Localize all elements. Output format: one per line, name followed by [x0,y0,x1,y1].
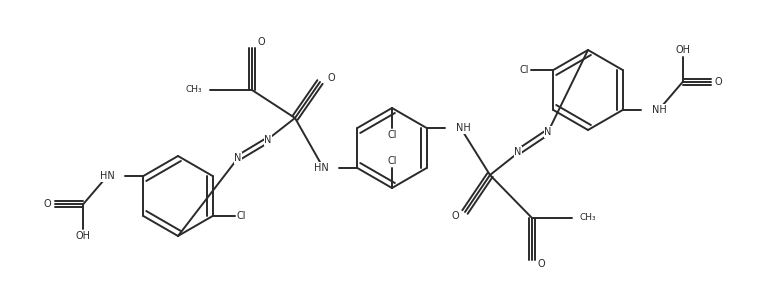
Text: NH: NH [456,123,470,133]
Text: O: O [452,211,459,221]
Text: Cl: Cl [387,156,397,166]
Text: O: O [328,73,336,83]
Text: N: N [514,147,521,157]
Text: N: N [234,153,241,163]
Text: N: N [544,127,552,137]
Text: HN: HN [314,163,328,173]
Text: O: O [44,199,52,209]
Text: NH: NH [652,105,666,115]
Text: O: O [715,77,722,87]
Text: O: O [258,37,266,47]
Text: Cl: Cl [520,65,529,75]
Text: Cl: Cl [237,211,246,221]
Text: N: N [264,135,272,145]
Text: HN: HN [100,171,114,181]
Text: CH₃: CH₃ [185,86,202,95]
Text: OH: OH [76,231,91,241]
Text: Cl: Cl [387,130,397,140]
Text: CH₃: CH₃ [580,214,597,222]
Text: O: O [538,259,546,269]
Text: OH: OH [675,45,690,55]
